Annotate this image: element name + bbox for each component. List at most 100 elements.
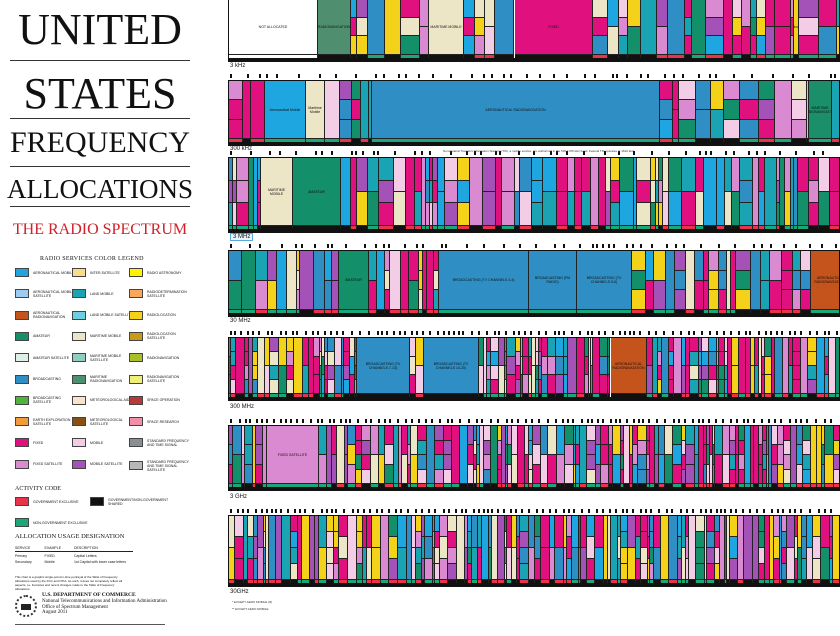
frequency-band[interactable]	[357, 516, 363, 583]
frequency-band[interactable]	[298, 516, 302, 583]
frequency-band[interactable]	[287, 338, 294, 397]
frequency-band[interactable]	[795, 516, 798, 583]
frequency-band[interactable]	[567, 516, 572, 583]
frequency-band[interactable]	[483, 158, 496, 229]
frequency-band[interactable]	[520, 516, 529, 583]
frequency-band[interactable]	[713, 426, 715, 487]
frequency-band[interactable]: FIXED	[515, 0, 593, 58]
frequency-band[interactable]	[725, 158, 732, 229]
frequency-band[interactable]	[508, 426, 512, 487]
frequency-band[interactable]: BROADCASTING (FM RADIO)	[529, 251, 577, 313]
frequency-band[interactable]	[699, 338, 702, 397]
frequency-band[interactable]	[435, 426, 444, 487]
frequency-band[interactable]	[564, 338, 568, 397]
frequency-band[interactable]	[555, 516, 564, 583]
frequency-band[interactable]	[682, 426, 686, 487]
frequency-band[interactable]	[328, 338, 335, 397]
frequency-band[interactable]: BROADCASTING (TV CHANNELS 14-20)	[424, 338, 479, 397]
frequency-band[interactable]: FIXED SATELLITE	[267, 426, 319, 487]
frequency-band[interactable]	[829, 338, 836, 397]
frequency-band[interactable]	[710, 426, 713, 487]
frequency-band[interactable]	[506, 426, 508, 487]
frequency-band[interactable]	[585, 338, 589, 397]
frequency-band[interactable]	[719, 338, 725, 397]
frequency-band[interactable]	[636, 516, 641, 583]
frequency-band[interactable]	[520, 158, 532, 229]
frequency-band[interactable]	[654, 251, 666, 313]
frequency-band[interactable]	[673, 426, 682, 487]
frequency-band[interactable]	[606, 158, 611, 229]
frequency-band[interactable]	[367, 516, 372, 583]
frequency-band[interactable]	[458, 158, 470, 229]
frequency-band[interactable]: AERONAUTICAL RADIONAVIGATION	[372, 81, 660, 142]
frequency-band[interactable]	[433, 158, 438, 229]
frequency-band[interactable]	[669, 338, 674, 397]
frequency-band[interactable]	[499, 338, 505, 397]
frequency-band[interactable]	[371, 426, 379, 487]
frequency-band[interactable]	[426, 158, 430, 229]
frequency-band[interactable]	[422, 158, 426, 229]
frequency-band[interactable]	[782, 516, 787, 583]
frequency-band[interactable]	[662, 338, 669, 397]
frequency-band[interactable]	[660, 81, 673, 142]
frequency-band[interactable]	[647, 338, 653, 397]
frequency-band[interactable]	[351, 0, 357, 58]
frequency-band[interactable]	[460, 426, 468, 487]
frequency-band[interactable]	[263, 426, 267, 487]
frequency-band[interactable]	[291, 516, 298, 583]
frequency-band[interactable]	[793, 251, 801, 313]
frequency-band[interactable]	[791, 0, 794, 58]
frequency-band[interactable]	[468, 516, 472, 583]
frequency-band[interactable]	[817, 426, 822, 487]
frequency-band[interactable]	[369, 251, 377, 313]
frequency-band[interactable]	[525, 426, 529, 487]
frequency-band[interactable]	[348, 426, 356, 487]
frequency-band[interactable]	[319, 426, 327, 487]
frequency-band[interactable]	[637, 158, 651, 229]
frequency-band[interactable]	[379, 426, 385, 487]
frequency-band[interactable]: Maritime Mobile	[306, 81, 325, 142]
frequency-band[interactable]	[523, 338, 529, 397]
frequency-band[interactable]	[740, 158, 753, 229]
frequency-band[interactable]	[568, 338, 577, 397]
frequency-band[interactable]	[518, 426, 525, 487]
frequency-band[interactable]	[419, 251, 423, 313]
frequency-band[interactable]	[686, 338, 690, 397]
frequency-band[interactable]	[591, 338, 593, 397]
frequency-band[interactable]	[678, 516, 682, 583]
frequency-band[interactable]	[548, 426, 557, 487]
frequency-band[interactable]	[495, 0, 514, 58]
frequency-band[interactable]	[564, 516, 567, 583]
frequency-band[interactable]	[515, 158, 520, 229]
frequency-band[interactable]	[574, 426, 576, 487]
frequency-band[interactable]	[402, 426, 408, 487]
frequency-band[interactable]	[314, 338, 320, 397]
frequency-band[interactable]	[408, 426, 411, 487]
frequency-band[interactable]	[303, 338, 309, 397]
frequency-band[interactable]	[653, 338, 658, 397]
frequency-band[interactable]	[256, 426, 263, 487]
frequency-band[interactable]	[256, 251, 268, 313]
frequency-band[interactable]	[242, 251, 256, 313]
frequency-band[interactable]	[618, 516, 621, 583]
frequency-band[interactable]	[465, 516, 468, 583]
frequency-band[interactable]	[669, 516, 678, 583]
frequency-band[interactable]	[742, 0, 751, 58]
frequency-band[interactable]	[425, 516, 433, 583]
frequency-band[interactable]	[707, 516, 715, 583]
frequency-band[interactable]	[498, 516, 505, 583]
frequency-band[interactable]	[731, 251, 736, 313]
frequency-band[interactable]	[608, 0, 619, 58]
frequency-band[interactable]	[385, 0, 401, 58]
frequency-band[interactable]	[834, 426, 839, 487]
frequency-band[interactable]	[276, 516, 282, 583]
frequency-band[interactable]	[803, 426, 811, 487]
frequency-band[interactable]	[751, 251, 761, 313]
frequency-band[interactable]	[315, 516, 319, 583]
frequency-band[interactable]	[666, 251, 675, 313]
frequency-band[interactable]	[368, 158, 379, 229]
frequency-band[interactable]	[399, 426, 402, 487]
frequency-band[interactable]	[690, 338, 699, 397]
frequency-band[interactable]	[398, 516, 407, 583]
frequency-band[interactable]	[757, 0, 766, 58]
